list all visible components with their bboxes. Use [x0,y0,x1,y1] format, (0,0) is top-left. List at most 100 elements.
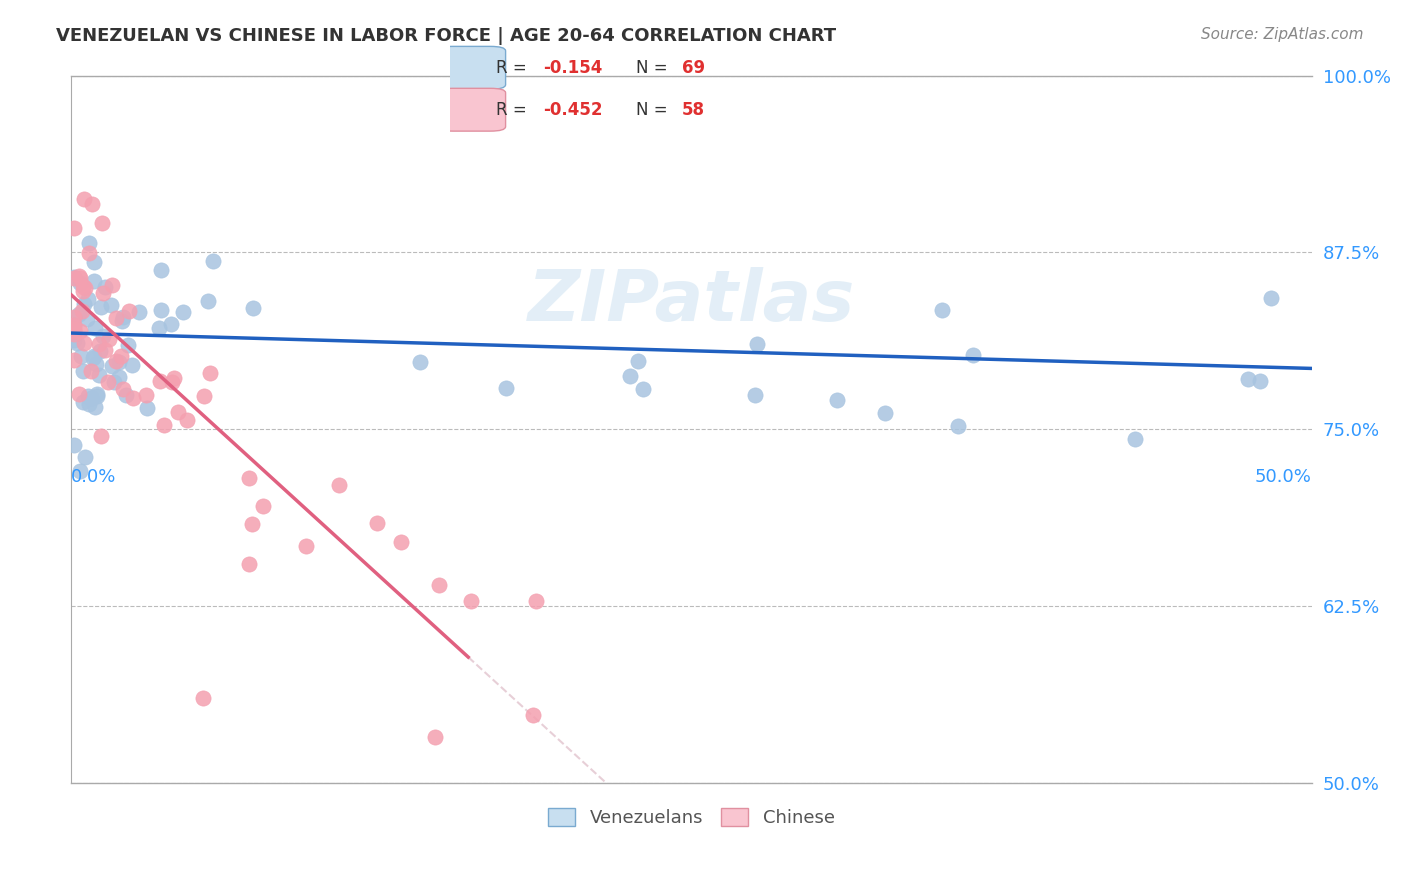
Point [427,578,450,592]
Point [242,516,264,531]
Point [117,338,139,352]
Point [90,301,112,315]
Point [83,321,105,335]
Point [62,318,84,332]
Point [110,314,132,328]
Point [242,301,264,315]
Point [160,318,183,332]
Point [98,332,121,346]
Point [76,312,98,326]
Point [1123,432,1146,446]
Point [111,383,134,397]
Point [69,271,91,285]
Point [62,318,84,333]
Legend: Venezuelans, Chinese: Venezuelans, Chinese [541,800,842,834]
Point [104,354,127,368]
Point [90,216,112,230]
Point [67,269,90,284]
Point [82,196,104,211]
Text: -0.452: -0.452 [543,101,602,119]
Point [91,328,114,343]
Point [94,280,117,294]
Point [1249,374,1271,388]
Point [69,324,91,338]
Point [69,464,91,478]
Text: N =: N = [636,59,672,77]
Point [82,351,104,365]
Point [135,387,157,401]
Point [103,375,125,389]
Point [148,320,170,334]
Point [100,298,122,312]
Point [366,516,388,530]
Point [65,336,87,351]
Point [1260,291,1282,305]
Point [744,388,766,402]
Point [86,357,108,371]
Point [167,404,190,418]
Point [89,344,111,359]
Point [202,254,225,268]
Point [946,419,969,434]
Text: Source: ZipAtlas.com: Source: ZipAtlas.com [1201,27,1364,42]
Point [70,349,93,363]
Point [460,594,482,608]
Point [114,387,136,401]
Point [747,337,769,351]
Point [121,359,143,373]
Point [86,387,108,401]
Point [89,337,111,351]
Point [83,349,105,363]
Point [149,303,172,318]
Point [1236,372,1258,386]
Point [97,375,120,389]
Text: 69: 69 [682,59,704,77]
Point [84,400,107,414]
Point [198,367,221,381]
Point [62,310,84,325]
Point [62,271,84,285]
Text: VENEZUELAN VS CHINESE IN LABOR FORCE | AGE 20-64 CORRELATION CHART: VENEZUELAN VS CHINESE IN LABOR FORCE | A… [56,27,837,45]
Point [73,297,96,311]
Point [83,255,105,269]
Point [176,413,198,427]
Point [87,368,110,383]
Point [77,389,100,403]
Text: R =: R = [496,101,533,119]
Point [101,277,124,292]
Point [825,393,848,408]
Point [62,324,84,338]
Point [423,730,446,744]
Point [107,355,129,369]
Point [73,192,96,206]
Point [522,707,544,722]
Text: N =: N = [636,101,672,119]
Point [619,368,641,383]
Text: R =: R = [496,59,533,77]
Point [77,292,100,306]
Text: ZIPatlas: ZIPatlas [527,268,855,336]
Point [153,418,176,433]
Point [90,429,112,443]
Point [197,293,219,308]
FancyBboxPatch shape [437,88,506,131]
Point [163,371,186,385]
Point [524,593,547,607]
Point [328,477,350,491]
Point [62,322,84,336]
Point [70,304,93,318]
Point [238,471,260,485]
Point [389,535,412,549]
Point [875,406,897,420]
FancyBboxPatch shape [437,46,506,89]
Point [136,401,159,416]
Point [193,389,215,403]
Point [73,335,96,350]
Point [62,326,84,341]
Text: -0.154: -0.154 [543,59,602,77]
Point [238,558,260,572]
Point [495,380,517,394]
Point [931,302,953,317]
Point [80,364,103,378]
Point [409,355,432,369]
